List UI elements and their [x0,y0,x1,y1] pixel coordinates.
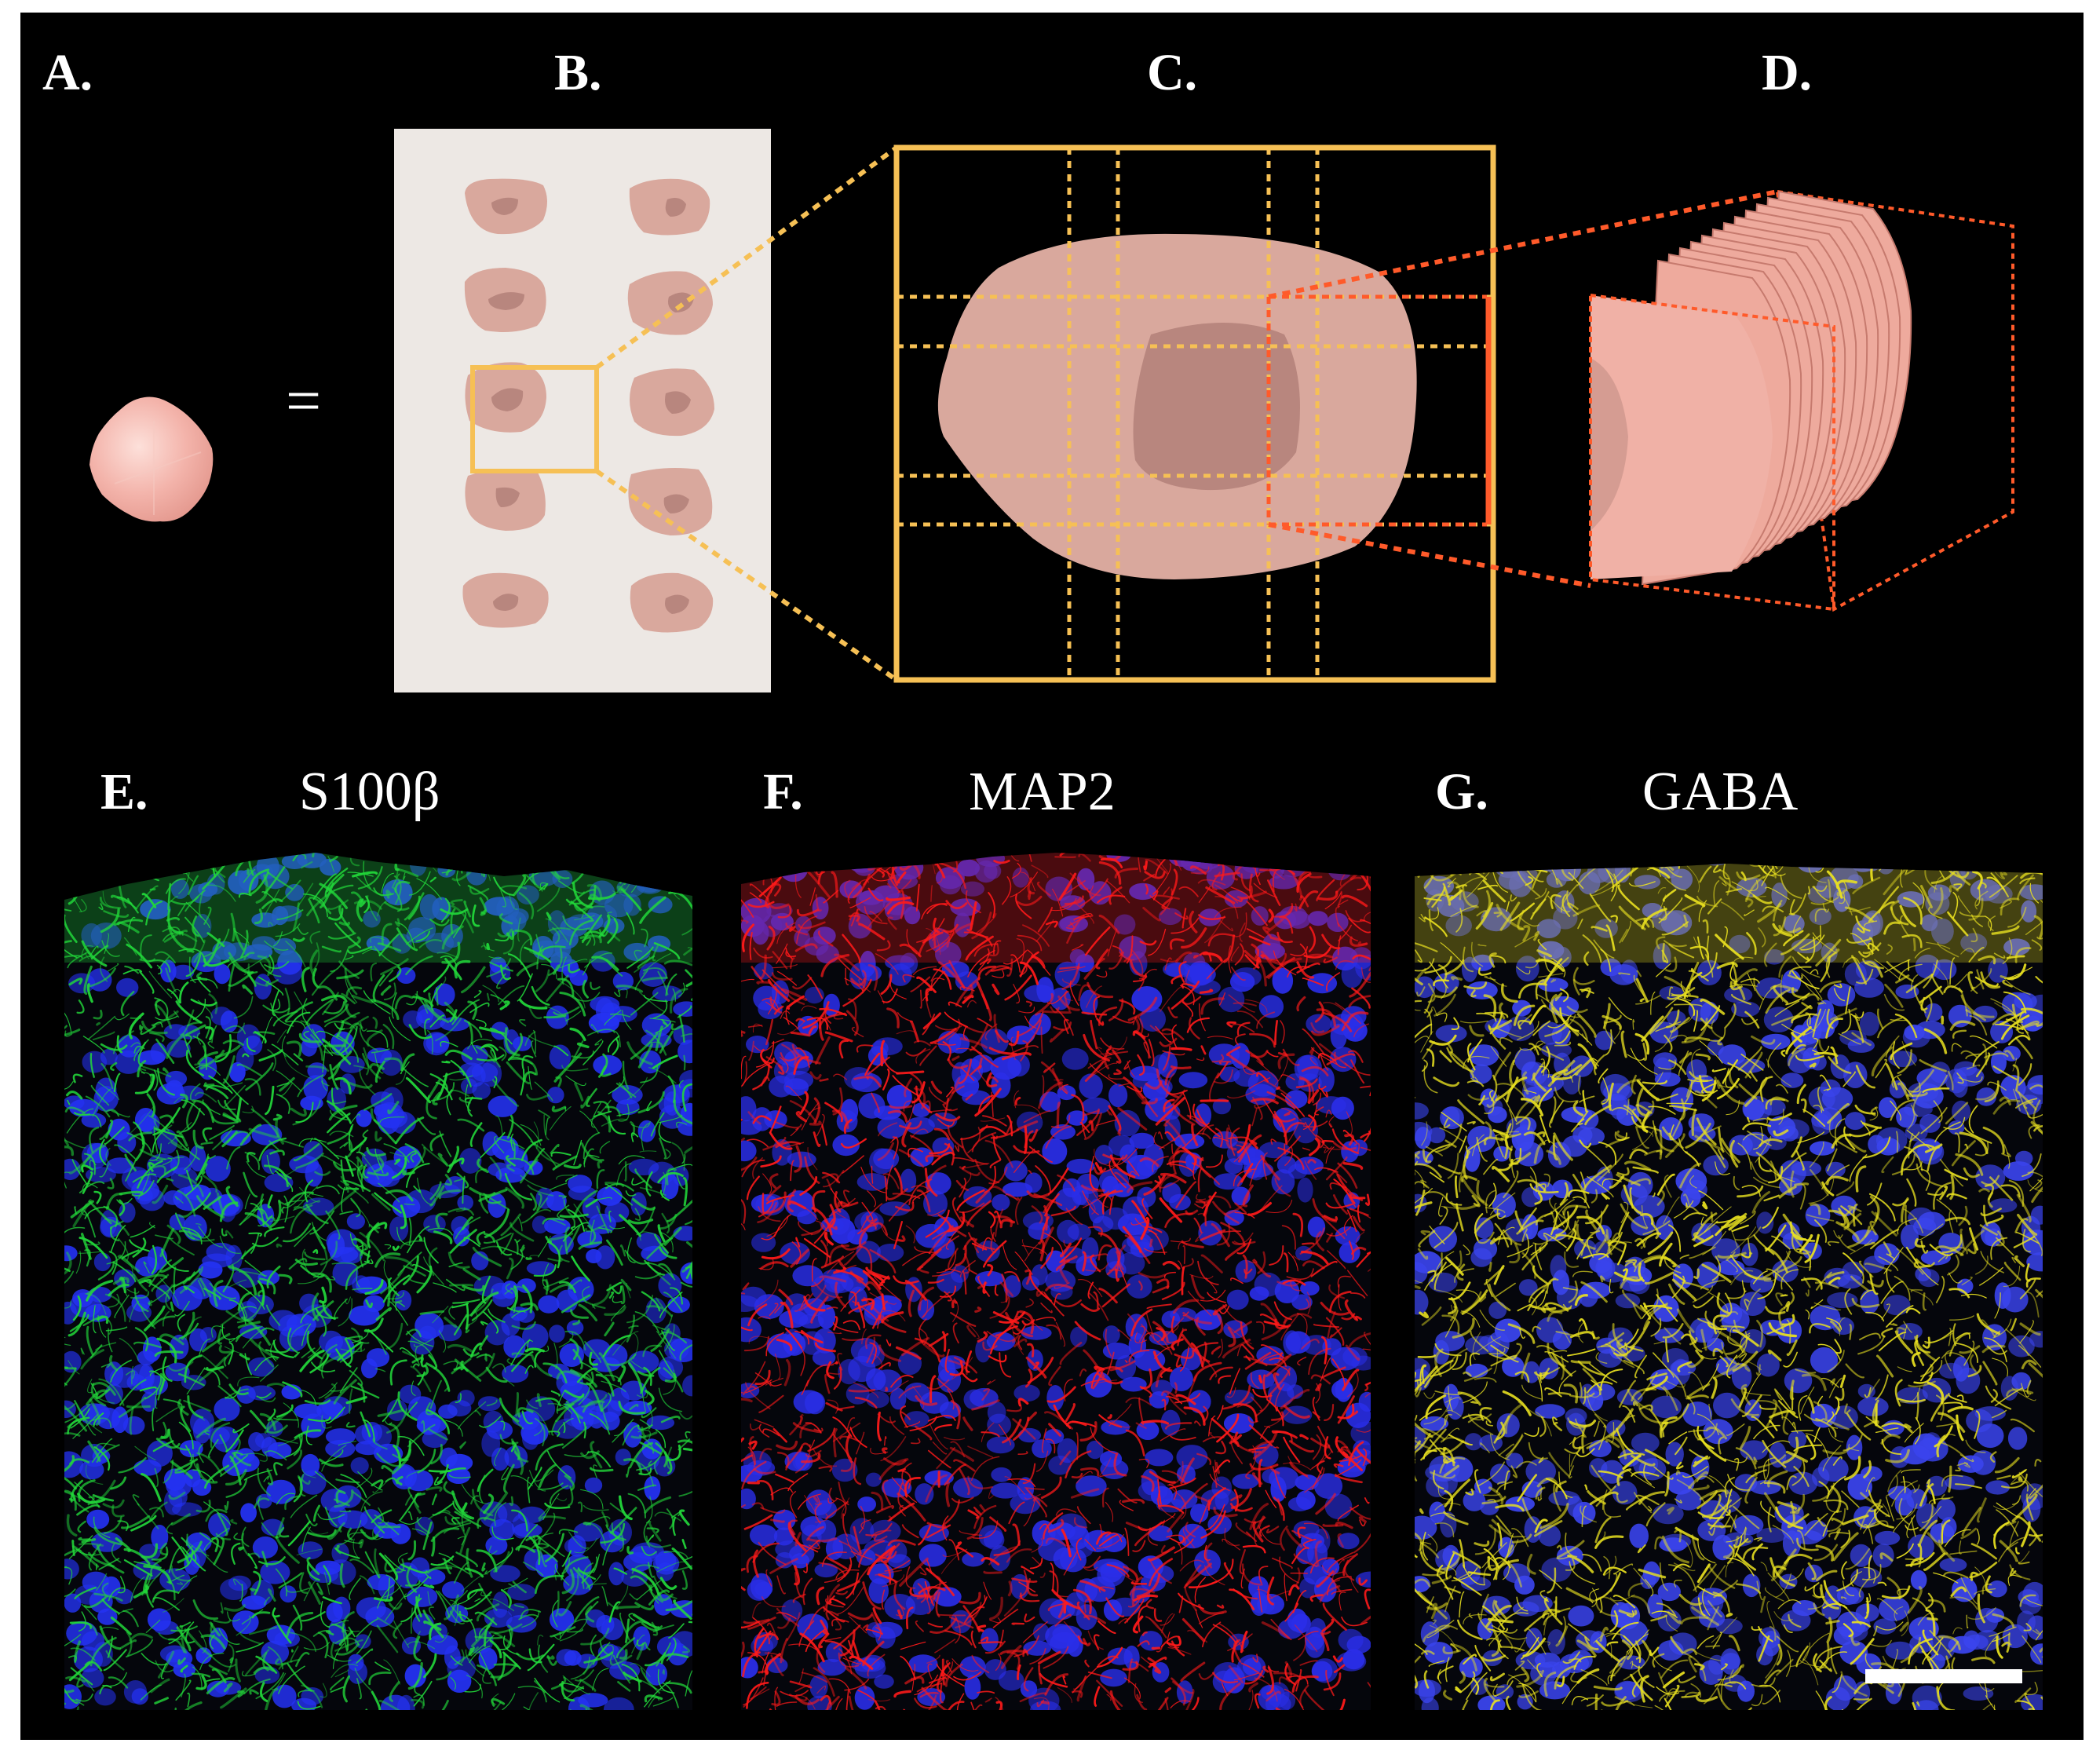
marker-label-map2: MAP2 [969,762,1116,822]
slice-stack [1589,189,2014,612]
panel-label-b: B. [554,44,602,101]
panel-label-g: G. [1435,763,1488,820]
panel-label-a: A. [42,44,93,101]
panel-label-f: F. [763,763,803,820]
figure: A. B. C. D. = [20,13,2084,1740]
marker-label-gaba: GABA [1642,762,1799,822]
equals-sign: = [286,367,322,436]
micrograph-s100b [64,853,692,1710]
micrograph-gaba [1415,853,2043,1710]
enlarged-cell-grid [893,144,1496,683]
marker-label-s100b: S100β [299,762,440,822]
micrograph-map2 [741,853,1371,1710]
spheroid-icon [89,396,214,522]
panel-label-d: D. [1762,44,1813,101]
panel-label-e: E. [100,763,148,820]
panel-label-c: C. [1147,44,1198,101]
slide-section-grid [394,129,771,692]
schematic-diagram [89,129,2014,692]
scale-bar [1865,1669,2022,1683]
